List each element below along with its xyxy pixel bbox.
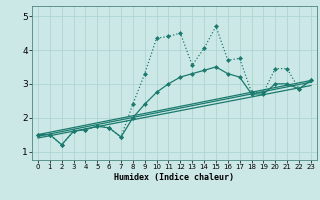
X-axis label: Humidex (Indice chaleur): Humidex (Indice chaleur) [115, 173, 234, 182]
